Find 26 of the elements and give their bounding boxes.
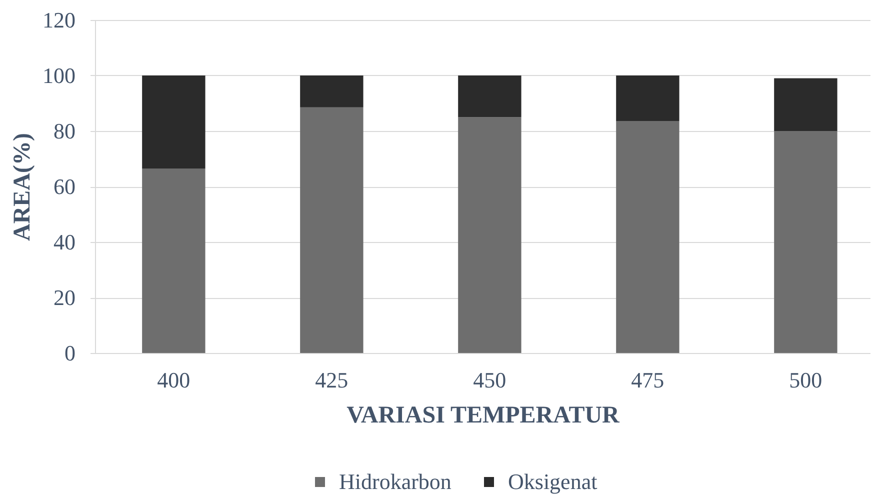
- y-tick-label: 20: [54, 285, 76, 310]
- bar: [142, 168, 206, 353]
- x-tick-label: 425: [315, 368, 348, 392]
- x-tick-label: 475: [631, 368, 664, 392]
- y-tick-label: 100: [42, 63, 76, 88]
- bar: [616, 76, 680, 122]
- legend-label: Oksigenat: [508, 469, 598, 494]
- legend-label: Hidrokarbon: [339, 469, 452, 494]
- bar: [300, 76, 364, 108]
- y-axis-title: AREA(%): [10, 133, 36, 241]
- y-tick-label: 80: [54, 118, 76, 144]
- bar: [300, 107, 364, 353]
- x-tick-label: 500: [789, 368, 822, 392]
- bar: [142, 76, 206, 168]
- bar: [774, 131, 838, 353]
- x-axis-title: VARIASI TEMPERATUR: [346, 402, 620, 428]
- bar: [616, 121, 680, 353]
- y-tick-label: 40: [54, 230, 76, 254]
- bar: [458, 76, 522, 118]
- y-tick-label: 60: [54, 174, 76, 199]
- x-tick-label: 450: [473, 368, 506, 392]
- bar: [774, 78, 838, 131]
- x-tick-label: 400: [157, 368, 190, 392]
- y-tick-label: 120: [42, 8, 76, 32]
- y-tick-label: 0: [64, 340, 76, 366]
- bar: [458, 117, 522, 353]
